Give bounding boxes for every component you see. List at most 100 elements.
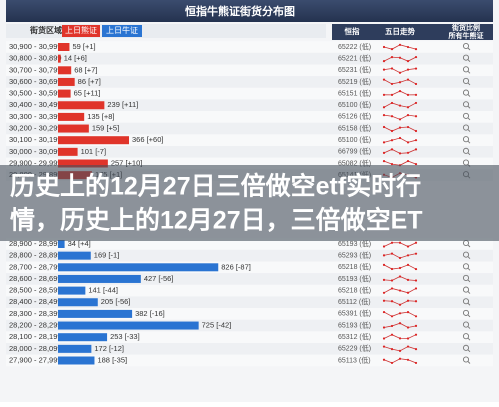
side-value: 65391 (低) [338, 309, 371, 318]
side-value: 65218 (低) [338, 285, 371, 294]
sparkline-dot [406, 299, 410, 302]
search-icon-handle [467, 337, 471, 341]
value-label: 101 [-7] [81, 147, 106, 156]
row-bg [6, 308, 493, 320]
bar [58, 274, 141, 283]
sparkline-dot [398, 43, 402, 46]
search-icon [462, 112, 470, 119]
bar [58, 159, 108, 168]
sparkline-dot [390, 252, 394, 255]
sparkline-dot [382, 310, 386, 314]
chart-title: 恒指牛熊证街货分布图 [185, 4, 295, 18]
side-header-cell: 街货比例 [451, 23, 480, 32]
sparkline-dot [414, 252, 418, 255]
value-label: 59 [+1] [72, 42, 95, 51]
bar [58, 240, 65, 248]
value-label: 34 [+4] [68, 239, 91, 248]
search-icon [462, 298, 470, 305]
category-label: 28,900 - 28,999 [9, 239, 62, 248]
sparkline-dot [398, 126, 402, 129]
search-icon-handle [467, 291, 471, 294]
sparkline-dot [382, 263, 386, 266]
search-icon [462, 101, 470, 108]
row-bg [6, 354, 493, 367]
category-label: 30,500 - 30,599 [9, 89, 62, 98]
bar [58, 43, 70, 51]
side-value: 65229 (低) [338, 344, 371, 353]
category-label: 28,500 - 28,599 [9, 286, 62, 295]
row-bg [6, 157, 493, 170]
legend-label: 上日熊证 [65, 25, 97, 35]
category-label: 30,000 - 30,099 [9, 147, 62, 156]
sparkline-dot [414, 48, 418, 51]
row-bg [6, 319, 493, 332]
sparkline-dot [390, 267, 394, 271]
sparkline-dot [398, 152, 402, 155]
sparkline-dot [390, 324, 394, 328]
bar [58, 66, 72, 75]
sparkline-dot [382, 337, 386, 340]
value-label: 366 [+60] [132, 135, 164, 144]
sparkline-dot [390, 241, 394, 244]
row-bg [6, 76, 493, 88]
banner-line: 历史上的12月27日三倍做空etf实时行 [10, 172, 421, 201]
sparkline-dot [398, 81, 402, 84]
sparkline-dot [382, 358, 386, 361]
sparkline-dot [390, 129, 394, 133]
side-value: 65151 (低) [338, 88, 371, 97]
sparkline-dot [406, 125, 410, 129]
search-icon-handle [467, 47, 471, 51]
sparkline-dot [406, 263, 410, 266]
sparkline-dot [406, 93, 410, 96]
bar [58, 356, 95, 365]
sparkline-dot [406, 311, 410, 314]
sparkline-dot [382, 151, 386, 154]
sparkline-dot [390, 163, 394, 166]
sparkline-dot [398, 349, 402, 352]
side-value: 65221 (低) [338, 53, 371, 62]
search-icon-handle [467, 267, 471, 271]
sparkline-dot [414, 163, 418, 166]
category-label: 30,100 - 30,199 [9, 135, 62, 144]
sparkline-dot [406, 159, 410, 163]
sparkline-dot [398, 256, 402, 260]
search-icon [462, 89, 470, 96]
value-label: 253 [-33] [110, 332, 140, 341]
legend-bull [102, 25, 142, 37]
row-bg [6, 111, 493, 123]
row-bg [6, 296, 493, 309]
row-bg [6, 249, 493, 262]
bar [58, 77, 75, 86]
search-icon-handle [467, 59, 471, 62]
category-label: 27,900 - 27,999 [9, 355, 62, 364]
side-value: 65312 (低) [338, 332, 371, 341]
sparkline-dot [382, 254, 386, 257]
value-label: 68 [+7] [74, 65, 97, 74]
sparkline-dot [382, 60, 386, 63]
search-icon [462, 333, 470, 340]
sparkline-dot [390, 115, 394, 118]
sparkline-dot [414, 241, 418, 244]
search-icon [462, 124, 470, 131]
search-icon [462, 309, 470, 316]
search-icon-handle [467, 129, 471, 132]
sparkline-dot [382, 299, 386, 302]
bar [58, 298, 98, 307]
search-icon-handle [467, 140, 471, 144]
row-bg [6, 273, 493, 285]
search-icon-handle [467, 361, 471, 364]
side-value: 65082 (低) [338, 158, 371, 167]
search-icon [462, 77, 470, 84]
side-value: 65218 (低) [338, 262, 371, 271]
row-bg [6, 146, 493, 158]
value-label: 239 [+11] [107, 100, 138, 109]
category-label: 30,700 - 30,799 [9, 65, 62, 74]
sparkline-dot [414, 287, 418, 290]
sparkline-dot [382, 106, 386, 109]
search-icon-handle [467, 314, 471, 318]
sparkline-dot [390, 82, 394, 86]
search-icon [462, 54, 470, 61]
side-value: 65158 (低) [338, 123, 371, 132]
value-label: 257 [+10] [111, 158, 143, 167]
row-bg [6, 87, 493, 100]
